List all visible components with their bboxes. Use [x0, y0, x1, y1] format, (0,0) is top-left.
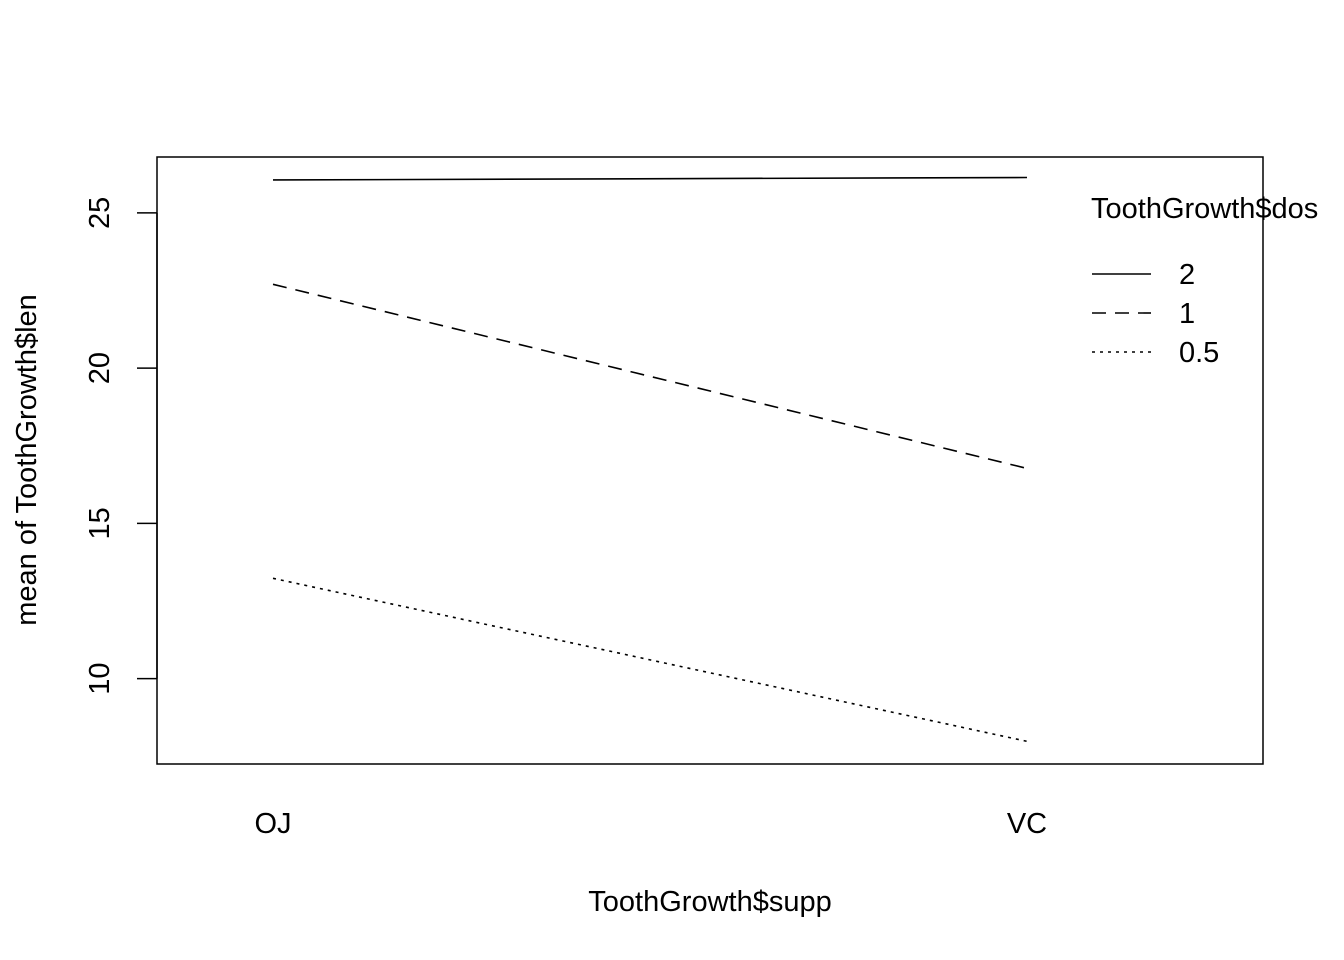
series-line-1 [272, 283, 1028, 470]
series-lines [272, 176, 1028, 743]
x-axis: OJ VC [254, 808, 1047, 840]
x-tick-label: VC [1007, 808, 1047, 840]
x-axis-label: ToothGrowth$supp [588, 886, 831, 918]
y-tick-label: 10 [84, 662, 116, 694]
legend-label: 2 [1179, 259, 1195, 291]
y-tick-label: 15 [84, 507, 116, 539]
y-axis-label: mean of ToothGrowth$len [11, 294, 43, 626]
legend: ToothGrowth$dos 2 1 0.5 [1091, 193, 1318, 369]
y-axis: 10 15 20 25 [84, 197, 158, 695]
legend-label: 0.5 [1179, 337, 1219, 369]
legend-label: 1 [1179, 298, 1195, 330]
x-tick-label: OJ [254, 808, 291, 840]
y-tick-label: 25 [84, 197, 116, 229]
legend-title: ToothGrowth$dos [1091, 193, 1318, 225]
series-line-2 [272, 176, 1028, 181]
plot-frame [156, 156, 1264, 765]
y-tick-label: 20 [84, 352, 116, 384]
series-line-0-5 [272, 577, 1028, 743]
